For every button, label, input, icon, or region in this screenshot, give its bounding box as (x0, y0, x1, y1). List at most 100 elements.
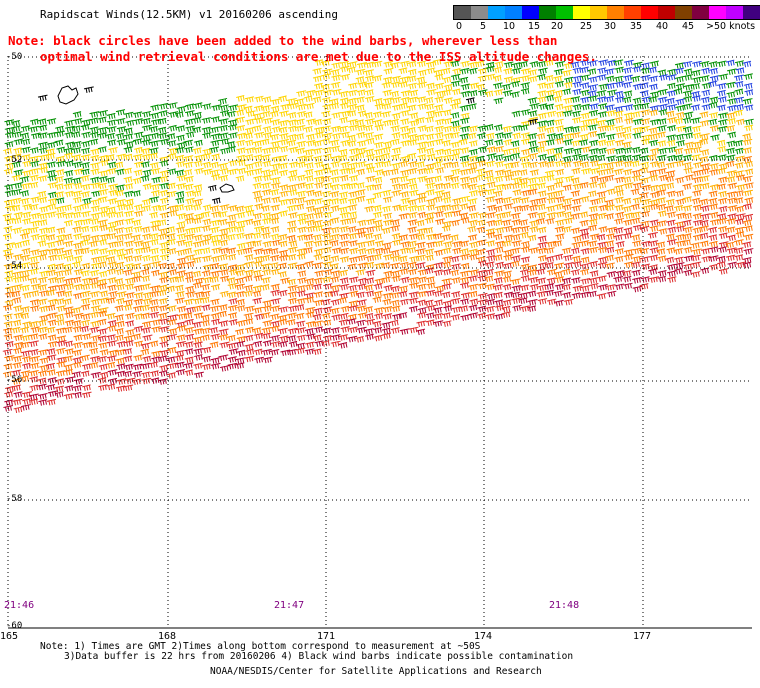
wind-barb (632, 61, 643, 69)
wind-barb (106, 112, 116, 120)
wind-barb (47, 319, 57, 327)
wind-barb (690, 242, 700, 249)
wind-barb (211, 174, 221, 181)
wind-barb (426, 233, 437, 241)
wind-barb (295, 263, 306, 270)
wind-barb (3, 321, 13, 328)
wind-barb (434, 125, 444, 133)
wind-barb (639, 125, 650, 133)
wind-barb (330, 217, 340, 224)
wind-barb (4, 286, 14, 293)
wind-barb (529, 61, 539, 68)
wind-barb (536, 120, 547, 127)
wind-barb (270, 226, 280, 233)
wind-barb (54, 176, 64, 183)
wind-barb (486, 181, 496, 189)
wind-barb (47, 191, 57, 199)
wind-barb (441, 225, 451, 232)
wind-barb (149, 305, 159, 313)
wind-barb (622, 176, 631, 183)
wind-barb (570, 61, 580, 68)
wind-barb (236, 167, 246, 175)
wind-barb (270, 334, 280, 342)
wind-barb (735, 118, 745, 126)
wind-barb (373, 290, 383, 298)
wind-barb (218, 233, 228, 240)
wind-barb (485, 313, 496, 320)
wind-barb (743, 73, 753, 80)
wind-barb (254, 95, 264, 103)
wind-barb (459, 133, 469, 140)
wind-barb (399, 328, 410, 335)
wind-barb (614, 196, 624, 204)
wind-barb (424, 125, 434, 133)
wind-barb (622, 141, 632, 148)
wind-barb (682, 90, 693, 97)
wind-barb (381, 205, 391, 213)
wind-barb (494, 313, 505, 320)
wind-barb (346, 167, 356, 175)
wind-barb (708, 112, 719, 119)
wind-barb (227, 253, 237, 261)
wind-barb (202, 218, 211, 226)
wind-barb (192, 240, 203, 248)
wind-barb (98, 307, 109, 314)
wind-barb (699, 60, 710, 68)
wind-barb (304, 168, 314, 176)
wind-barb (733, 170, 744, 177)
wind-barb (11, 369, 22, 377)
wind-barb (555, 276, 564, 283)
wind-barb (485, 298, 495, 306)
wind-barb (709, 240, 718, 248)
wind-barb (639, 90, 649, 97)
wind-barb (28, 226, 39, 234)
wind-barb (734, 239, 744, 246)
wind-barb (261, 212, 271, 219)
wind-barb (735, 205, 744, 213)
wind-barb (554, 60, 565, 68)
wind-barb (459, 117, 470, 125)
wind-barb (554, 176, 564, 184)
wind-barb (226, 220, 237, 227)
wind-barb (73, 378, 84, 385)
wind-barb (236, 242, 246, 250)
wind-barb (62, 269, 72, 276)
wind-barb (200, 296, 210, 304)
wind-barb (460, 125, 470, 133)
wind-barb (742, 147, 752, 154)
wind-barb (72, 371, 81, 378)
wind-barb (331, 314, 341, 321)
wind-barb (244, 343, 254, 351)
wind-barb (338, 125, 349, 133)
wind-barb (666, 270, 677, 277)
wind-barb (580, 103, 590, 111)
wind-barb (252, 182, 262, 190)
wind-barb (107, 241, 117, 249)
wind-barb (580, 248, 590, 255)
wind-barb (665, 198, 675, 206)
wind-barb (330, 81, 341, 89)
wind-barb (125, 377, 136, 385)
wind-barb (116, 378, 127, 385)
wind-barb (544, 247, 555, 254)
wind-barb (3, 313, 13, 321)
wind-barb (417, 141, 427, 148)
wind-barb (657, 118, 667, 125)
colorbar-tick: 30 (604, 21, 617, 32)
wind-barb (589, 282, 599, 290)
wind-barb (468, 275, 479, 282)
wind-barb (321, 312, 331, 320)
wind-barb (296, 161, 306, 168)
wind-barb (562, 155, 572, 163)
wind-barb (228, 119, 238, 126)
wind-barb (348, 284, 357, 292)
wind-barb (383, 76, 392, 84)
wind-barb (683, 269, 692, 277)
wind-barb (331, 111, 342, 119)
wind-barb (235, 340, 246, 348)
wind-barb (304, 292, 315, 299)
lon-label: 177 (633, 631, 652, 642)
wind-barb (484, 90, 494, 98)
wind-barb (571, 292, 581, 299)
wind-barb (356, 305, 367, 312)
